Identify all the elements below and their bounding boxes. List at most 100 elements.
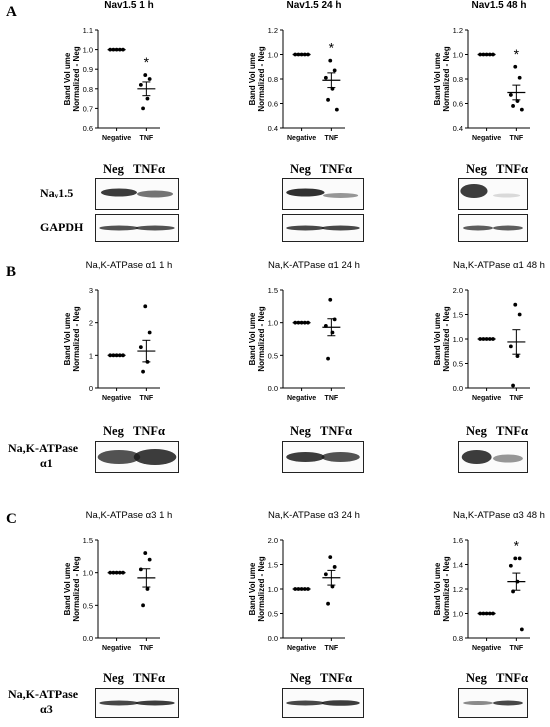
data-point	[511, 104, 515, 108]
blot-band	[286, 700, 325, 706]
blot-nka-a1	[458, 441, 528, 473]
chart-title: Nav1.5 48 h	[471, 0, 527, 11]
blot-label-nka-a1-line1: Na,K-ATPase	[8, 441, 79, 455]
data-point	[328, 297, 333, 302]
blot-band	[321, 700, 360, 706]
y-tick-label: 1.5	[268, 561, 278, 570]
y-tick-label: 1.1	[83, 26, 93, 35]
blot-band	[321, 225, 360, 231]
blot-header-neg: Neg	[466, 162, 487, 176]
y-tick-label: 1.0	[83, 46, 93, 55]
data-point	[145, 96, 150, 101]
blot-band	[286, 188, 325, 197]
data-point	[519, 107, 524, 112]
chart-2: Band Vol umeNormalized - Neg 0.4 0.6 0.8 1.0…	[248, 26, 345, 142]
blot-header-tnf: TNFα	[320, 671, 352, 685]
blot-label-nka-a1-line2: α1	[40, 456, 53, 470]
y-tick-label: 0.8	[453, 75, 463, 84]
y-tick-label: 0.6	[83, 124, 93, 133]
y-axis-label: Band Vol umeNormalized - Neg	[63, 556, 81, 621]
data-point	[138, 82, 143, 87]
y-axis-label: Band Vol umeNormalized - Neg	[248, 556, 266, 621]
chart-3: Band Vol umeNormalized - Neg 0.4 0.6 0.8 1.0…	[433, 26, 530, 142]
data-point	[328, 58, 333, 63]
blot-nka-a1	[282, 441, 364, 473]
data-point	[141, 369, 145, 374]
y-tick-label: 1.4	[453, 561, 463, 570]
y-tick-label: 1.2	[453, 585, 463, 594]
chart-title: Na,K-ATPase α3 1 h	[85, 510, 173, 521]
x-tick-label-0: Negative	[287, 135, 316, 142]
x-tick-label-1: TNF	[325, 645, 339, 652]
chart-title: Nav1.5 1 h	[104, 0, 154, 11]
y-tick-label: 0.5	[453, 360, 463, 369]
blot-header-tnf: TNFα	[496, 162, 528, 176]
blot-header-tnf: TNFα	[133, 671, 165, 685]
blot-header-neg: Neg	[103, 671, 124, 685]
blot-header-neg: Neg	[466, 671, 487, 685]
blot-band	[286, 225, 325, 231]
blot-gapdh	[458, 214, 528, 242]
blot-nav15	[282, 178, 364, 210]
data-point	[323, 75, 328, 80]
blot-band	[97, 450, 141, 464]
data-point	[519, 627, 524, 632]
data-point	[332, 68, 337, 73]
chart-6: Band Vol umeNormalized - Neg 0.0 0.5 1.0 1.5…	[433, 286, 530, 402]
blot-band	[135, 700, 175, 706]
x-tick-label-1: TNF	[325, 135, 339, 142]
chart-title: Na,K-ATPase α1 48 h	[453, 260, 545, 271]
blot-label-nka-a3-line2: α3	[40, 702, 53, 716]
data-point	[334, 107, 339, 112]
x-tick-label-1: TNF	[140, 135, 154, 142]
x-tick-label-1: TNF	[510, 645, 524, 652]
data-point	[147, 330, 152, 335]
data-point	[517, 556, 522, 561]
blot-nav15	[95, 178, 179, 210]
data-point	[332, 317, 337, 322]
y-tick-label: 0.8	[268, 75, 278, 84]
data-point	[326, 97, 330, 102]
blot-band	[460, 184, 488, 198]
data-point	[326, 356, 330, 361]
chart-9: Band Vol umeNormalized - Neg 0.8 1.0 1.2 1.4…	[433, 536, 530, 652]
y-tick-label: 1.2	[453, 26, 463, 35]
blot-band	[137, 190, 174, 198]
chart-title: Na,K-ATPase α1 1 h	[85, 260, 173, 271]
y-tick-label: 1.5	[83, 536, 93, 545]
y-tick-label: 2	[89, 319, 93, 328]
data-point	[326, 601, 330, 606]
x-tick-label-0: Negative	[102, 645, 131, 652]
data-point	[328, 555, 333, 560]
panel-letter-b: B	[6, 264, 17, 280]
chart-1: Band Vol umeNormalized - Neg 0.6 0.7 0.8 0.9…	[63, 26, 160, 142]
data-point	[141, 106, 145, 111]
blot-header-neg: Neg	[290, 424, 311, 438]
blot-band	[99, 700, 139, 706]
y-tick-label: 0.0	[268, 384, 278, 393]
chart-4: Band Vol umeNormalized - Neg 0 1 2 3 Negative…	[63, 286, 160, 402]
chart-title: Na,K-ATPase α3 24 h	[268, 510, 360, 521]
blot-band	[133, 449, 177, 465]
data-point	[147, 77, 152, 81]
data-point	[517, 75, 522, 80]
blot-label-gapdh: GAPDH	[40, 220, 84, 234]
data-point	[515, 354, 520, 359]
data-point	[147, 557, 152, 562]
y-tick-label: 1.0	[453, 610, 463, 619]
y-tick-label: 0.4	[268, 124, 278, 133]
y-tick-label: 1	[89, 351, 93, 360]
significance-marker: *	[329, 40, 335, 56]
x-tick-label-0: Negative	[287, 645, 316, 652]
y-tick-label: 1.5	[453, 311, 463, 320]
y-axis-label: Band Vol umeNormalized - Neg	[433, 46, 451, 111]
chart-title: Na,K-ATPase α1 24 h	[268, 260, 360, 271]
x-tick-label-0: Negative	[472, 135, 501, 142]
blot-nka-a1	[95, 441, 179, 473]
blot-band	[493, 454, 523, 463]
y-tick-label: 3	[89, 286, 93, 295]
blot-band	[286, 452, 325, 462]
panel-letter-a: A	[6, 4, 17, 20]
y-axis-label: Band Vol umeNormalized - Neg	[63, 46, 81, 111]
y-axis-label: Band Vol umeNormalized - Neg	[433, 556, 451, 621]
